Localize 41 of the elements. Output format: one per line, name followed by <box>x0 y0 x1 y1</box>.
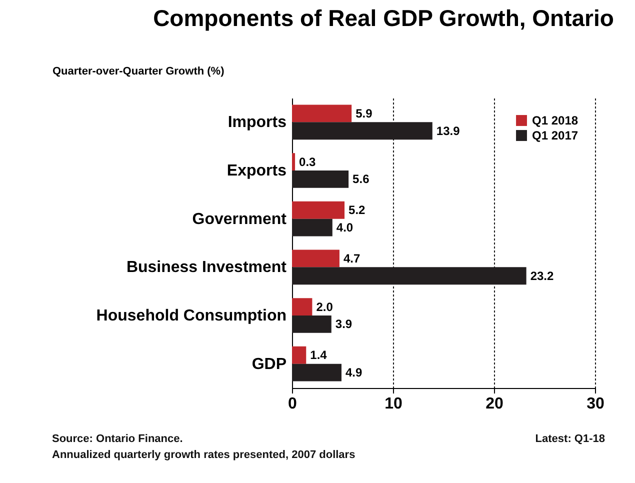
data-label: 4.0 <box>336 220 354 235</box>
bar <box>292 201 345 219</box>
source-note: Source: Ontario Finance. <box>52 433 183 445</box>
data-label: 1.4 <box>310 348 328 362</box>
bar <box>292 218 332 236</box>
bar <box>292 170 349 188</box>
text: Latest: Q1-18 <box>535 433 605 445</box>
legend-label: Q1 2018 <box>532 114 578 128</box>
x-tick-label: 10 <box>384 396 402 412</box>
x-tick-label: 0 <box>288 396 298 412</box>
y-tick-label: GDP <box>252 356 287 373</box>
legend-label: Q1 2017 <box>532 128 578 142</box>
y-tick-label: Imports <box>228 114 287 132</box>
bar <box>292 316 332 333</box>
data-label: 5.9 <box>356 106 373 120</box>
bar <box>292 104 352 122</box>
data-label: 5.2 <box>348 203 366 218</box>
bar <box>292 267 526 285</box>
data-label: 5.6 <box>352 172 370 186</box>
text: Annualized quarterly growth rates presented, 2007 dollars <box>52 449 356 461</box>
data-label: 23.2 <box>530 268 554 283</box>
x-tick-label: 20 <box>486 396 504 412</box>
bar <box>292 298 312 316</box>
bar <box>292 364 342 382</box>
y-axis-title: Quarter-over-Quarter Growth (%) <box>52 66 225 78</box>
y-tick-label: Exports <box>226 162 287 180</box>
chart-title: Components of Real GDP Growth, Ontario <box>153 5 614 31</box>
bar <box>292 122 432 140</box>
data-label: 2.0 <box>316 300 334 314</box>
data-label: 4.7 <box>343 251 360 266</box>
bar <box>292 153 296 170</box>
y-tick-label: Business Investment <box>126 259 288 276</box>
data-label: 4.9 <box>345 366 362 380</box>
data-label: 13.9 <box>436 124 460 138</box>
bar <box>292 346 306 364</box>
x-tick-label: 30 <box>586 396 604 412</box>
y-tick-label: Government <box>192 210 288 228</box>
y-tick-label: Household Consumption <box>96 308 286 324</box>
bar <box>292 250 340 268</box>
data-label: 3.9 <box>335 317 352 332</box>
data-label: 0.3 <box>299 154 316 169</box>
